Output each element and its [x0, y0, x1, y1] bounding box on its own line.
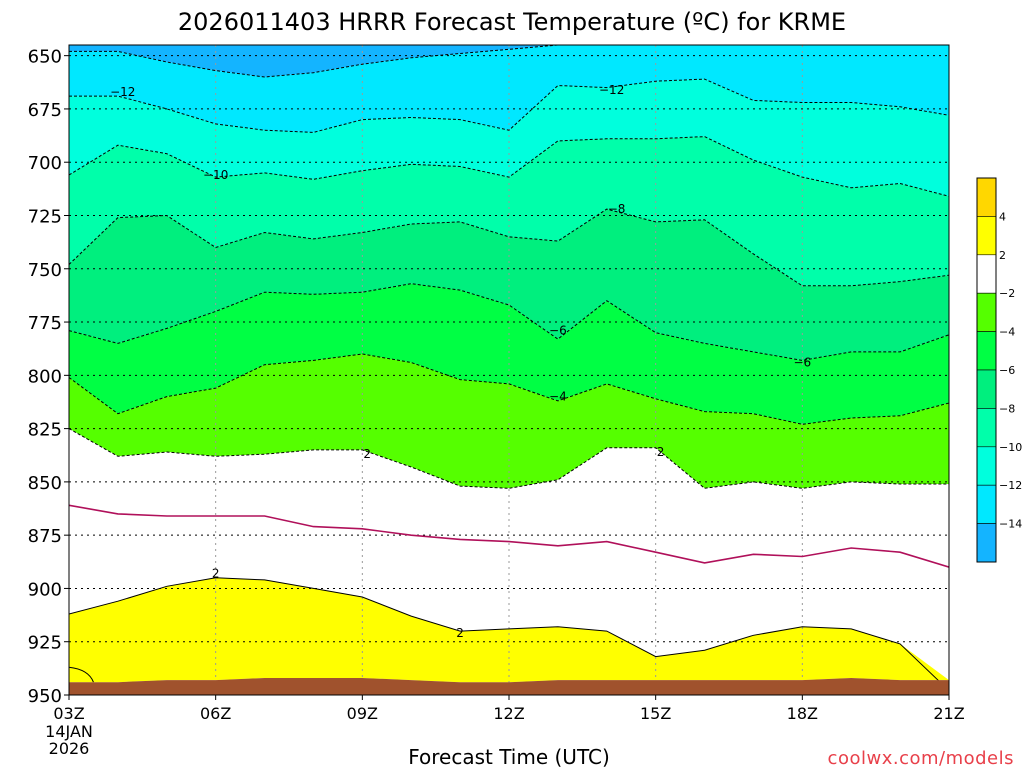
contour-label: 2: [212, 567, 220, 581]
y-tick-label: 750: [28, 260, 62, 281]
x-tick-label: 06Z: [200, 704, 231, 723]
y-tick-label: 800: [28, 366, 62, 387]
x-tick-label: 18Z: [787, 704, 818, 723]
temp-band-fill: [69, 136, 949, 286]
colorbar-tick-label: −14: [999, 518, 1022, 531]
contour-label: −6: [549, 324, 567, 338]
y-tick-label: 725: [28, 206, 62, 227]
contour-label: −8: [608, 202, 626, 216]
plot-layers: −12 −12 −10 −8 −6 −6 −4 2 2 2 2: [69, 45, 949, 695]
colorbar-tick-label: −12: [999, 479, 1022, 492]
y-tick-label: 950: [28, 686, 62, 707]
colorbar-tick-label: −2: [999, 287, 1015, 300]
x-tick-label: 15Z: [640, 704, 671, 723]
colorbar-border: [976, 177, 997, 563]
axes: 6506757007257507758008258508759009259500…: [28, 44, 965, 758]
temp-band-fill: [69, 283, 949, 425]
x-date-label: 2026: [49, 739, 90, 758]
contour-label: 2: [456, 626, 464, 640]
contour-label: −12: [110, 85, 135, 99]
isotherm-line: [69, 353, 949, 425]
x-tick-label: 21Z: [933, 704, 964, 723]
chart-title: 2026011403 HRRR Forecast Temperature (ºC…: [178, 8, 846, 36]
colorbar-swatch: [976, 484, 997, 524]
warm-pocket-outline: [69, 666, 94, 683]
colorbar-swatch: [976, 331, 997, 371]
contour-label: 2: [657, 445, 665, 459]
ground-surface: [69, 678, 949, 695]
y-tick-label: 700: [28, 153, 62, 174]
colorbar-swatch: [976, 369, 997, 409]
temp-band-fill: [69, 79, 949, 197]
plot-area: −12 −12 −10 −8 −6 −6 −4 2 2 2 2: [69, 45, 949, 695]
colorbar-swatch: [976, 523, 997, 563]
colorbar-swatch: [976, 216, 997, 256]
temp-band-fill: [69, 45, 949, 77]
colorbar-swatch: [976, 254, 997, 294]
x-tick-label: 03Z: [53, 704, 84, 723]
colorbar-swatch: [976, 446, 997, 486]
colorbar-tick-label: −8: [999, 402, 1015, 415]
y-tick-label: 675: [28, 100, 62, 121]
colorbar-tick-label: 2: [999, 249, 1006, 262]
y-tick-label: 900: [28, 579, 62, 600]
isotherm-line: [69, 577, 949, 692]
colorbar-swatch: [976, 177, 997, 217]
temp-band-fill: [69, 354, 949, 489]
y-tick-label: 850: [28, 473, 62, 494]
contour-label: −6: [793, 356, 811, 370]
y-tick-label: 775: [28, 313, 62, 334]
y-tick-label: 825: [28, 420, 62, 441]
colorbar-swatch: [976, 408, 997, 448]
y-tick-label: 875: [28, 526, 62, 547]
colorbar-legend: 4 2 −2 −4 −6 −8 −10 −12 −14: [976, 177, 1022, 563]
temp-band-fill: [69, 577, 949, 683]
y-tick-label: 650: [28, 47, 62, 68]
colorbar-tick-label: −6: [999, 364, 1015, 377]
colorbar-tick-label: 4: [999, 210, 1006, 223]
temp-band-fill: [69, 209, 949, 361]
colorbar-tick-label: −10: [999, 441, 1022, 454]
credit-link[interactable]: coolwx.com/models: [828, 748, 1014, 768]
x-date-label: 14JAN: [45, 722, 93, 741]
contour-label: −4: [549, 390, 567, 404]
y-tick-label: 925: [28, 633, 62, 654]
contour-label: −10: [203, 168, 228, 182]
contour-label: 2: [363, 447, 371, 461]
x-tick-label: 12Z: [493, 704, 524, 723]
x-tick-label: 09Z: [347, 704, 378, 723]
x-axis-title: Forecast Time (UTC): [408, 745, 610, 768]
isotherm-line: [69, 136, 949, 197]
isotherm-line: [69, 208, 949, 287]
isotherm-line: [69, 78, 949, 133]
temp-band-fill: [69, 428, 949, 568]
contour-label: −12: [599, 83, 624, 97]
freezing-isotherm-line: [69, 504, 949, 568]
colorbar-swatch: [976, 292, 997, 332]
colorbar-tick-label: −4: [999, 326, 1015, 339]
